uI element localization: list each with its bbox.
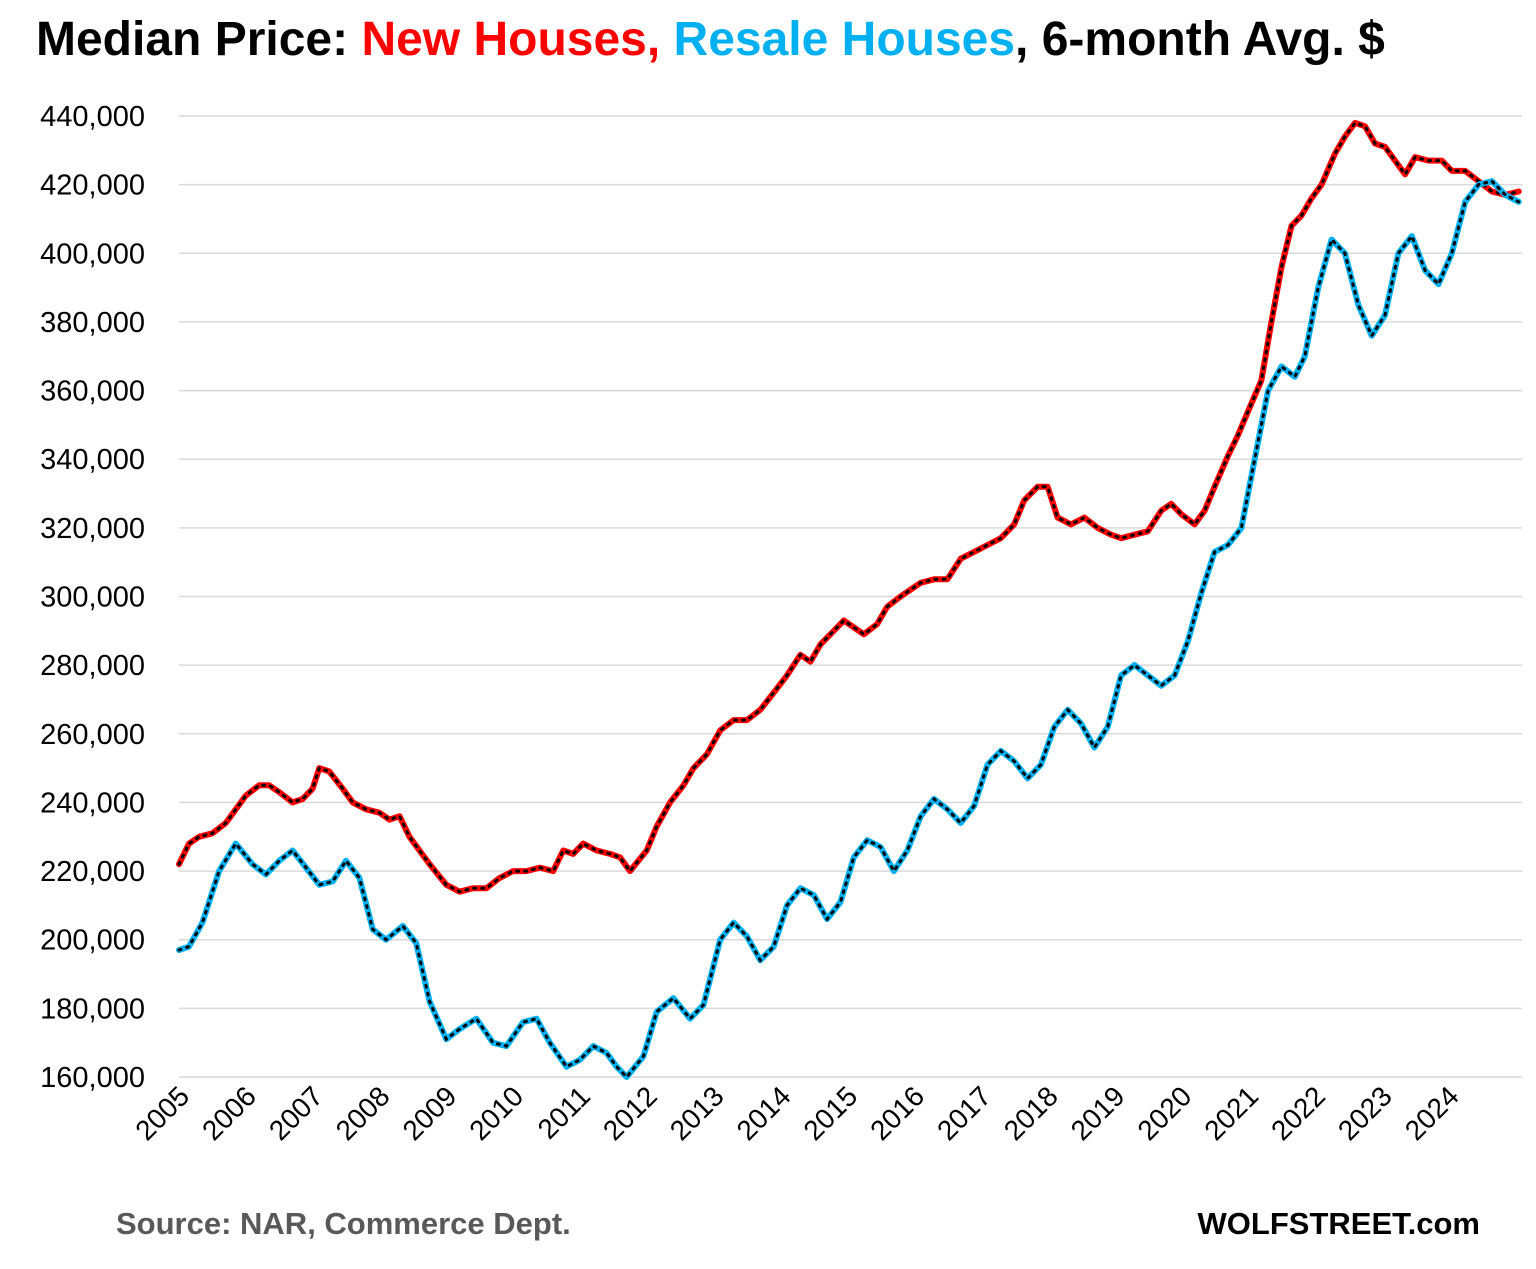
x-tick-label: 2017	[931, 1080, 997, 1146]
x-tick-label: 2007	[263, 1080, 329, 1146]
source-note: Source: NAR, Commerce Dept.	[116, 1206, 571, 1241]
title-prefix: Median Price:	[36, 13, 362, 66]
x-tick-label: 2018	[998, 1080, 1064, 1146]
x-tick-label: 2024	[1399, 1080, 1465, 1146]
y-tick-label: 360,000	[40, 376, 145, 408]
y-tick-label: 280,000	[40, 650, 145, 682]
x-tick-label: 2008	[330, 1080, 396, 1146]
x-tick-label: 2019	[1065, 1080, 1131, 1146]
x-tick-label: 2021	[1198, 1080, 1264, 1146]
y-tick-label: 160,000	[40, 1062, 145, 1094]
gridlines	[179, 115, 1522, 1078]
y-tick-label: 240,000	[40, 787, 145, 819]
series-lines	[176, 119, 1522, 1080]
x-tick-label: 2015	[797, 1080, 863, 1146]
y-axis-ticks: 160,000 180,000 200,000 220,000 240,000 260,0…	[40, 101, 145, 1094]
x-tick-label: 2022	[1265, 1080, 1331, 1146]
x-tick-label: 2006	[196, 1080, 262, 1146]
title-suffix: , 6-month Avg. $	[1015, 13, 1385, 66]
series-line-new-houses	[176, 119, 1522, 895]
y-tick-label: 180,000	[40, 993, 145, 1025]
y-tick-label: 400,000	[40, 238, 145, 270]
x-tick-label: 2011	[532, 1080, 597, 1145]
y-tick-label: 420,000	[40, 170, 145, 202]
y-tick-label: 440,000	[40, 101, 145, 133]
series-markers-resale-houses	[177, 179, 1521, 1080]
y-tick-label: 220,000	[40, 856, 145, 888]
x-tick-label: 2012	[597, 1080, 663, 1146]
x-tick-label: 2013	[664, 1080, 730, 1146]
chart-title: Median Price: New Houses, Resale Houses,…	[36, 12, 1385, 67]
title-new-houses: New Houses,	[361, 13, 674, 66]
y-tick-label: 300,000	[40, 582, 145, 614]
series-line-resale-houses	[176, 178, 1522, 1080]
series-markers-new-houses	[177, 121, 1521, 894]
x-tick-label: 2014	[731, 1080, 797, 1146]
x-tick-label: 2023	[1332, 1080, 1398, 1146]
y-tick-label: 380,000	[40, 307, 145, 339]
x-tick-label: 2010	[463, 1080, 529, 1146]
y-tick-label: 320,000	[40, 513, 145, 545]
x-tick-label: 2016	[864, 1080, 930, 1146]
x-tick-label: 2009	[397, 1080, 463, 1146]
brand-watermark: WOLFSTREET.com	[1197, 1206, 1480, 1241]
x-tick-label: 2020	[1132, 1080, 1198, 1146]
y-tick-label: 200,000	[40, 925, 145, 957]
y-tick-label: 340,000	[40, 444, 145, 476]
x-axis-ticks: 2005 2006 2007 2008 2009 2010 2011 2012 2013 2014…	[129, 1080, 1464, 1146]
y-tick-label: 260,000	[40, 719, 145, 751]
title-resale-houses: Resale Houses	[673, 13, 1016, 66]
